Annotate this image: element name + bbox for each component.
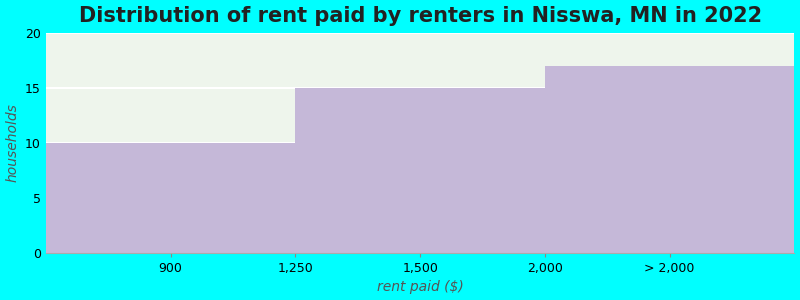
Y-axis label: households: households xyxy=(6,103,19,182)
Bar xyxy=(46,143,295,253)
Title: Distribution of rent paid by renters in Nisswa, MN in 2022: Distribution of rent paid by renters in … xyxy=(78,6,762,26)
X-axis label: rent paid ($): rent paid ($) xyxy=(377,280,463,294)
Bar xyxy=(545,66,794,253)
Bar xyxy=(295,88,545,253)
